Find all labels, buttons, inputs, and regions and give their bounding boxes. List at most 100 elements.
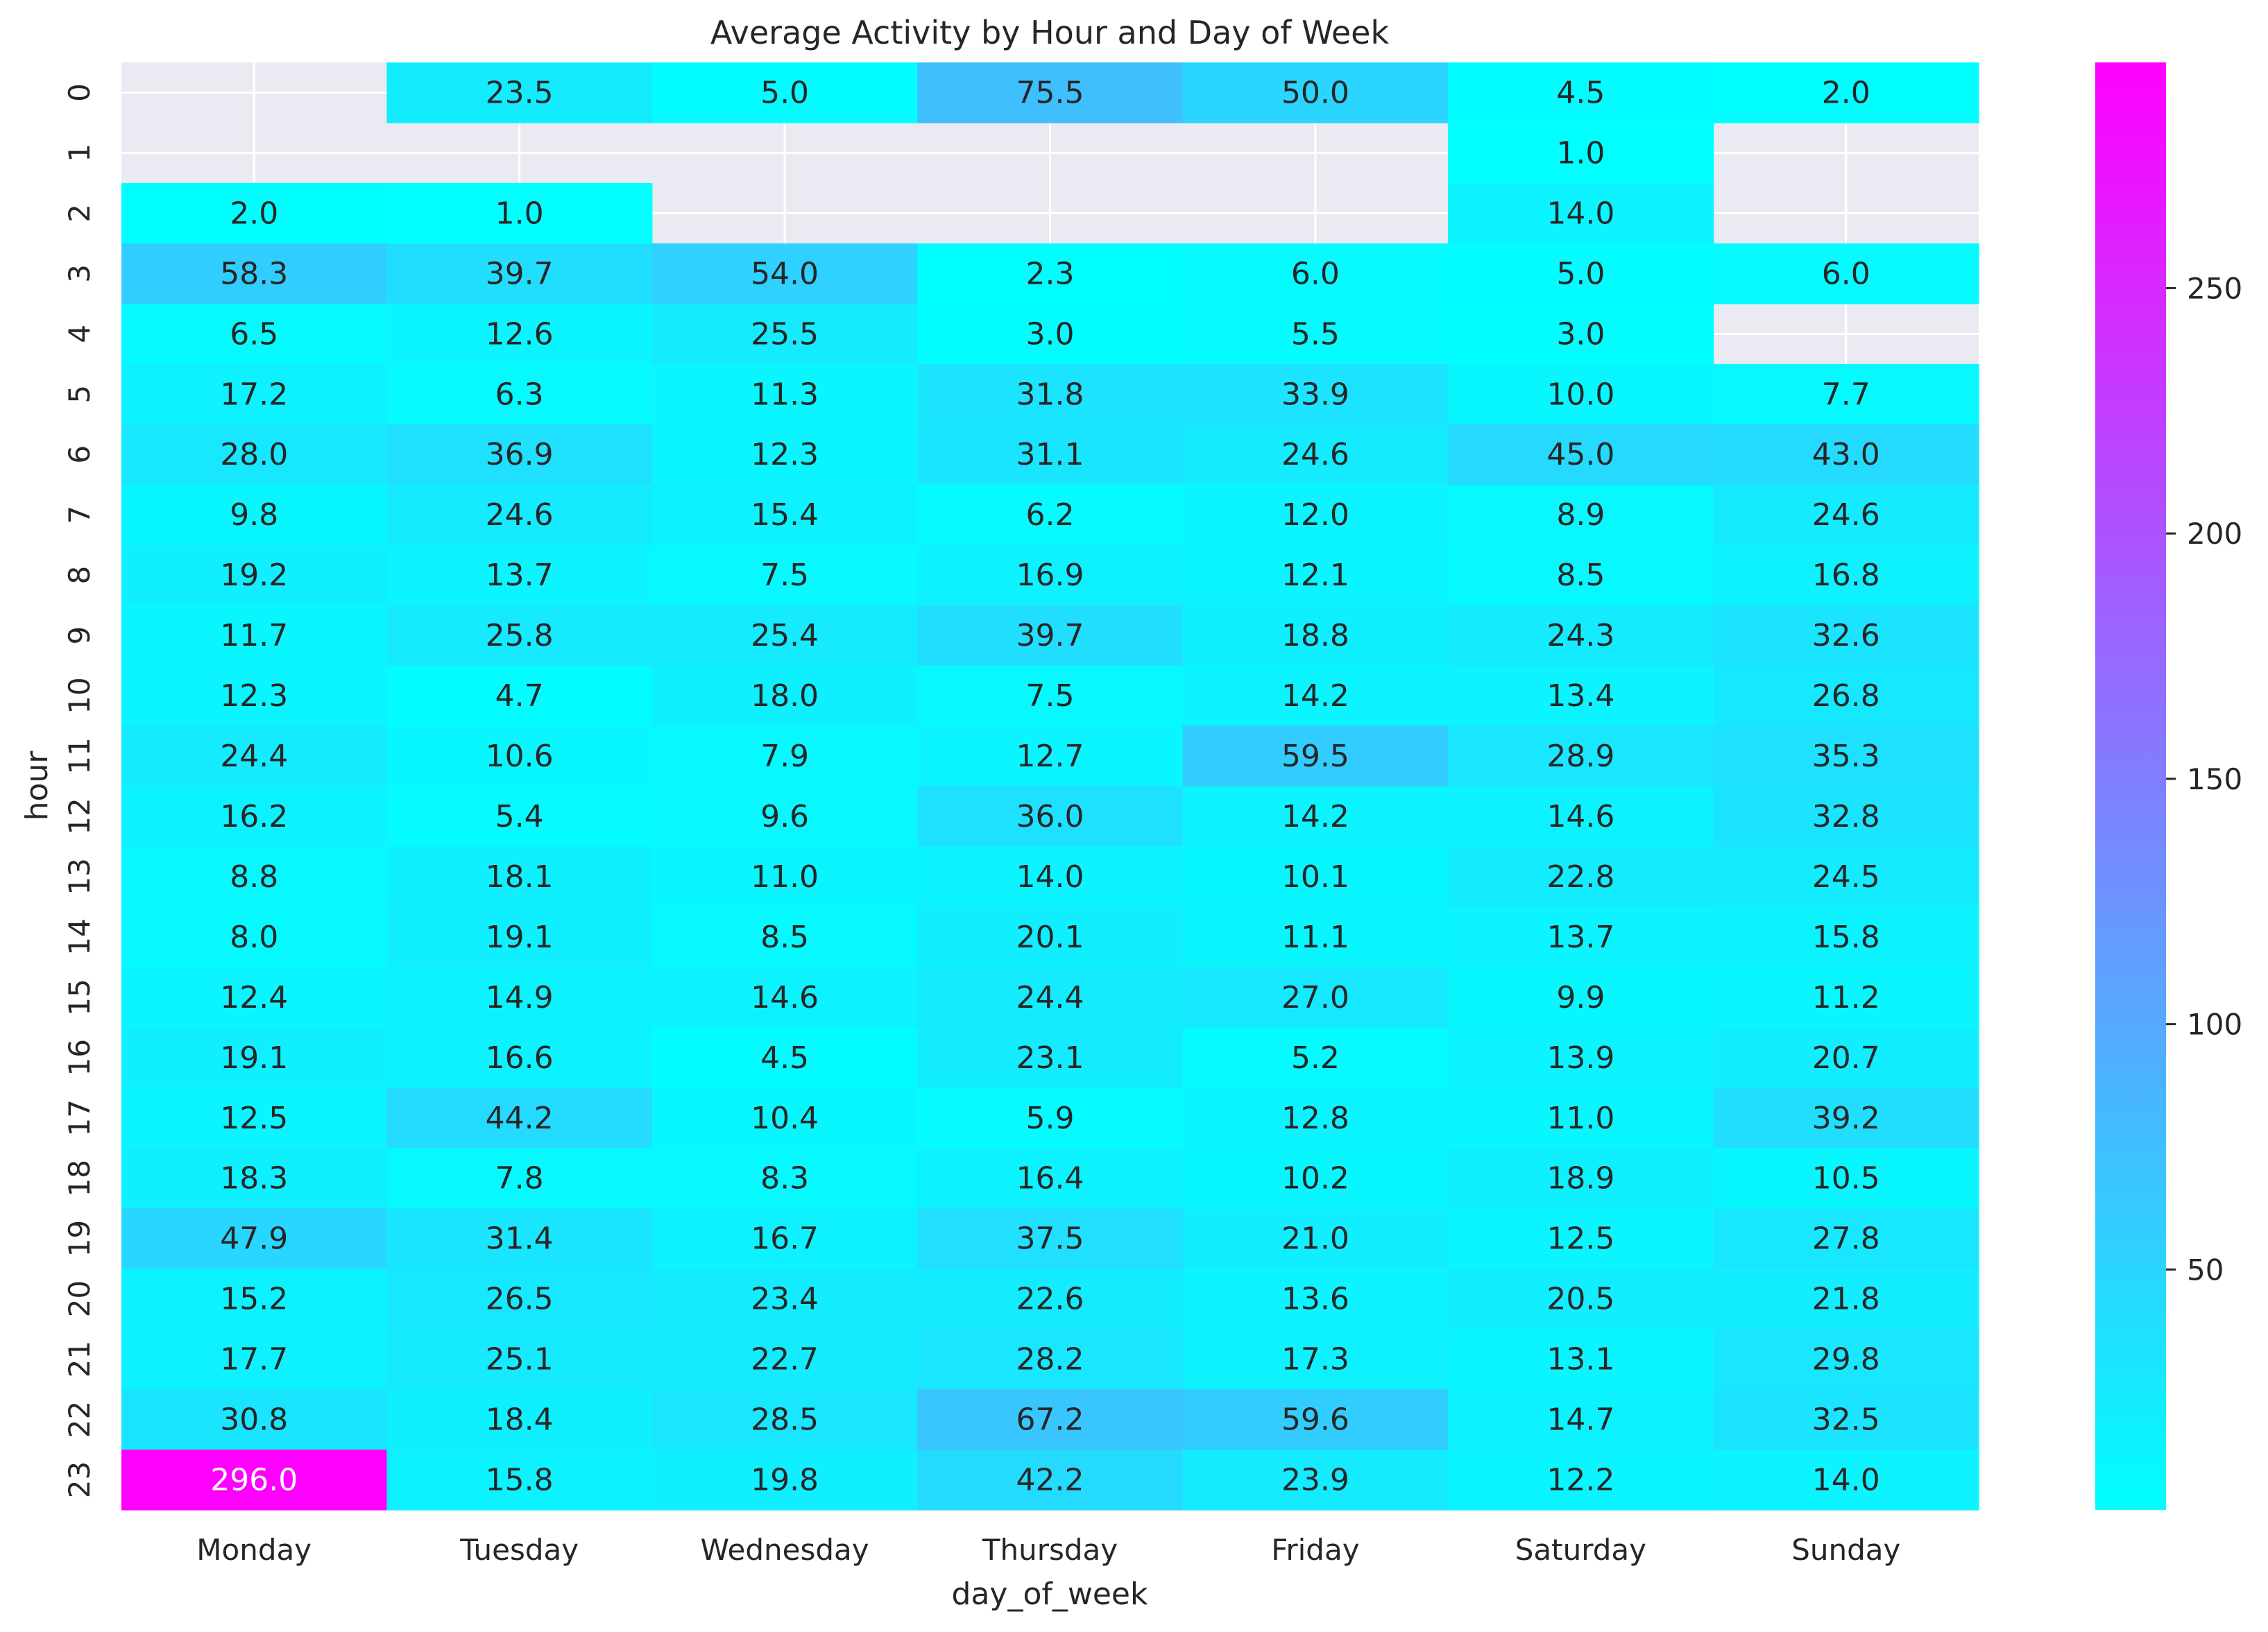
cell-value-label: 28.0 <box>220 437 288 472</box>
heatmap-cell <box>386 967 653 1028</box>
heatmap-cell <box>121 1269 388 1330</box>
heatmap-cell <box>121 303 388 365</box>
heatmap-cell <box>651 484 918 546</box>
cell-value-label: 6.5 <box>230 316 278 352</box>
cell-value-label: 23.5 <box>486 75 554 110</box>
heatmap-cell <box>121 182 388 244</box>
cell-value-label: 25.4 <box>751 618 819 653</box>
colorbar-tick-label: 200 <box>2187 517 2242 551</box>
heatmap-cell <box>917 1208 1184 1269</box>
cell-value-label: 20.1 <box>1016 920 1084 955</box>
cell-value-label: 1.0 <box>1556 135 1605 171</box>
cell-value-label: 23.9 <box>1281 1463 1349 1498</box>
cell-value-label: 36.0 <box>1016 799 1084 834</box>
heatmap-cell <box>386 605 653 667</box>
cell-value-label: 18.0 <box>751 678 819 714</box>
cell-value-label: 11.3 <box>751 377 819 412</box>
cell-value-label: 12.5 <box>220 1101 288 1136</box>
heatmap-cell <box>386 424 653 486</box>
heatmap-cell <box>1713 1450 1979 1511</box>
cell-value-label: 4.7 <box>495 678 544 714</box>
cell-value-label: 20.7 <box>1812 1040 1880 1076</box>
cell-value-label: 8.0 <box>230 920 278 955</box>
heatmap-cell <box>917 786 1184 848</box>
heatmap-cell <box>1713 846 1979 908</box>
cell-value-label: 12.7 <box>1016 739 1084 774</box>
heatmap-cell <box>651 1450 918 1511</box>
heatmap-cell <box>651 1389 918 1450</box>
heatmap-cell <box>1448 786 1714 848</box>
heatmap-cell <box>1448 1148 1714 1209</box>
heatmap-cell <box>917 1329 1184 1390</box>
heatmap-cell <box>917 605 1184 667</box>
heatmap-cell <box>651 424 918 486</box>
heatmap-cell <box>1182 1269 1449 1330</box>
heatmap-cell <box>1182 907 1449 968</box>
heatmap-cell <box>386 303 653 365</box>
cell-value-label: 24.4 <box>1016 980 1084 1015</box>
heatmap-cell <box>1448 665 1714 727</box>
heatmap-cell <box>651 665 918 727</box>
cell-value-label: 5.2 <box>1291 1040 1340 1076</box>
x-tick-label: Sunday <box>1791 1533 1900 1567</box>
heatmap-cell <box>386 544 653 606</box>
cell-value-label: 14.6 <box>1546 799 1614 834</box>
cell-value-label: 39.7 <box>486 256 554 291</box>
heatmap-cell <box>651 786 918 848</box>
heatmap-cell <box>1182 1450 1449 1511</box>
cell-value-label: 10.4 <box>751 1101 819 1136</box>
heatmap-cell <box>651 1148 918 1209</box>
heatmap-cell <box>121 1389 388 1450</box>
heatmap-cell <box>1182 62 1449 123</box>
heatmap-cell <box>386 62 653 123</box>
cell-value-label: 7.9 <box>760 739 809 774</box>
cell-value-label: 11.7 <box>220 618 288 653</box>
chart-title: Average Activity by Hour and Day of Week <box>710 14 1390 51</box>
cell-value-label: 22.6 <box>1016 1282 1084 1317</box>
x-tick-label: Thursday <box>982 1533 1118 1567</box>
heatmap-cell <box>386 243 653 304</box>
cell-value-label: 44.2 <box>486 1101 554 1136</box>
cell-value-label: 4.5 <box>760 1040 809 1076</box>
cell-value-label: 43.0 <box>1812 437 1880 472</box>
heatmap-cell <box>121 243 388 304</box>
heatmap-cell <box>386 1269 653 1330</box>
heatmap-cell <box>1713 484 1979 546</box>
cell-value-label: 45.0 <box>1546 437 1614 472</box>
cell-value-label: 13.1 <box>1546 1342 1614 1377</box>
cell-value-label: 6.3 <box>495 377 544 412</box>
heatmap-cell <box>917 1088 1184 1149</box>
cell-value-label: 28.2 <box>1016 1342 1084 1377</box>
heatmap-cell <box>1713 1329 1979 1390</box>
x-tick-label: Saturday <box>1515 1533 1646 1567</box>
heatmap-cell <box>121 725 388 787</box>
heatmap-cell <box>386 1329 653 1390</box>
cell-value-label: 24.6 <box>1281 437 1349 472</box>
cell-value-label: 21.8 <box>1812 1282 1880 1317</box>
heatmap-cell <box>1713 544 1979 606</box>
cell-value-label: 24.6 <box>1812 497 1880 533</box>
heatmap-cell <box>1182 1088 1449 1149</box>
y-tick-label: 14 <box>62 918 96 955</box>
heatmap-cell <box>121 665 388 727</box>
y-tick-label: 1 <box>62 144 96 162</box>
cell-value-label: 14.2 <box>1281 678 1349 714</box>
cell-value-label: 13.6 <box>1281 1282 1349 1317</box>
heatmap-cell <box>1713 1088 1979 1149</box>
cell-value-label: 39.7 <box>1016 618 1084 653</box>
heatmap-cell <box>1182 725 1449 787</box>
cell-value-label: 19.2 <box>220 558 288 593</box>
heatmap-cell <box>121 1208 388 1269</box>
heatmap-cell <box>917 1389 1184 1450</box>
cell-value-label: 12.2 <box>1546 1463 1614 1498</box>
y-tick-label: 18 <box>62 1160 96 1196</box>
cell-value-label: 9.8 <box>230 497 278 533</box>
cell-value-label: 12.5 <box>1546 1221 1614 1257</box>
cell-value-label: 12.4 <box>220 980 288 1015</box>
heatmap-cell <box>121 1027 388 1088</box>
heatmap-cell <box>917 484 1184 546</box>
heatmap-cell <box>651 1027 918 1088</box>
cell-value-label: 22.8 <box>1546 859 1614 895</box>
cell-value-label: 25.1 <box>486 1342 554 1377</box>
